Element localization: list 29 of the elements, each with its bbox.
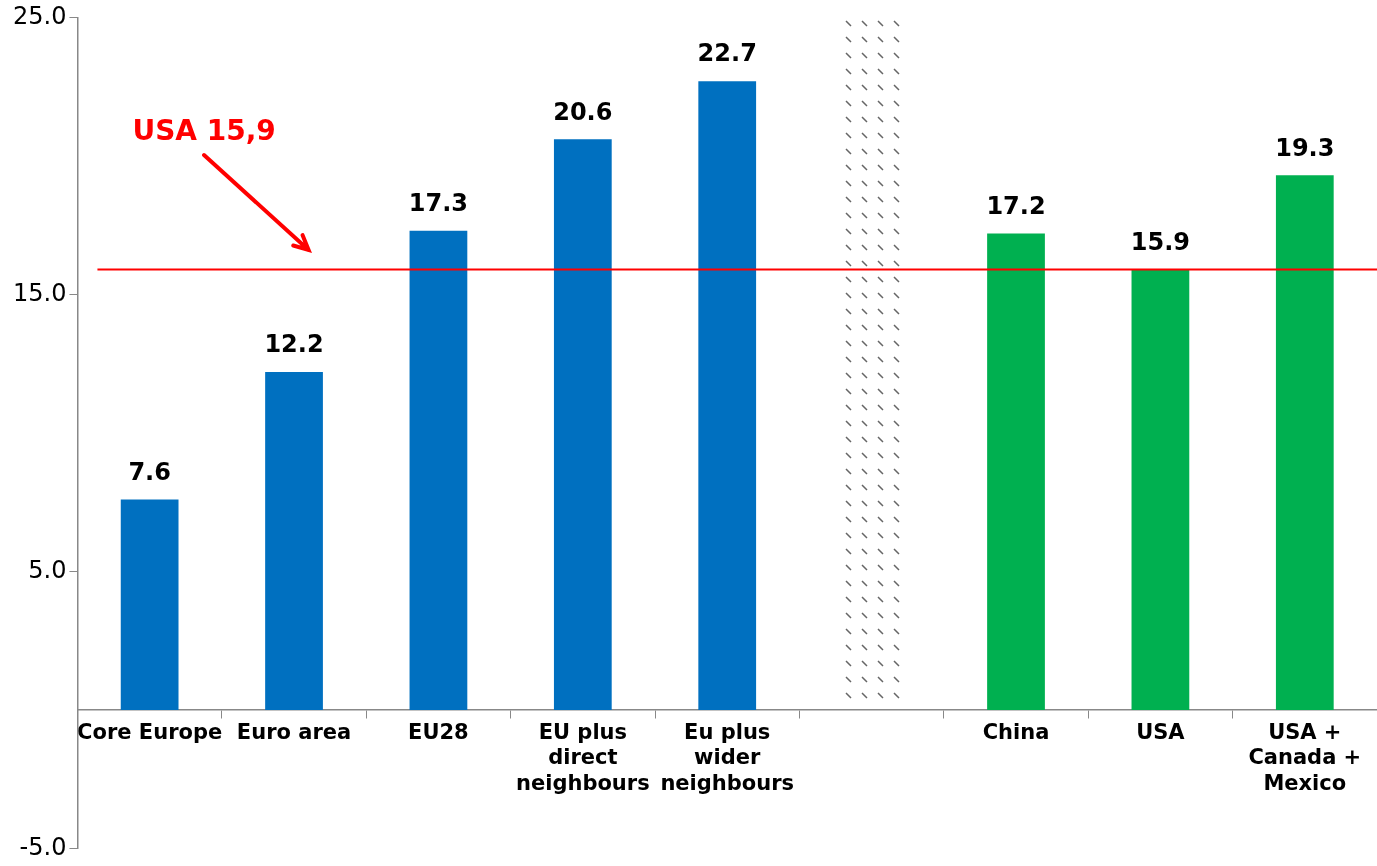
x-tick-label: EU plus direct neighbours xyxy=(516,720,650,795)
y-tick-label: 25.0 xyxy=(13,1,67,30)
x-tick-label: Eu plus wider neighbours xyxy=(660,720,795,795)
data-label: 12.2 xyxy=(264,330,324,359)
bar xyxy=(265,372,323,711)
data-label: 17.3 xyxy=(408,188,469,217)
bar xyxy=(1275,175,1334,711)
x-tick-label: USA xyxy=(1136,720,1186,745)
data-label: 17.2 xyxy=(986,191,1046,220)
data-label: 19.3 xyxy=(1275,133,1335,162)
y-tick-label: 15.0 xyxy=(13,278,67,307)
data-label: 15.9 xyxy=(1130,227,1191,256)
x-tick-label: USA + Canada + Mexico xyxy=(1248,720,1362,795)
x-tick-label: China xyxy=(982,720,1050,745)
data-label: 7.6 xyxy=(128,457,171,486)
bar xyxy=(698,81,757,711)
ref-line-label: USA 15,9 xyxy=(132,113,276,147)
x-tick-label: EU28 xyxy=(408,720,469,745)
bar xyxy=(553,139,612,711)
data-label: 22.7 xyxy=(697,39,757,68)
bar xyxy=(120,499,179,711)
y-tick-label: -5.0 xyxy=(19,832,67,861)
bar xyxy=(1131,269,1190,711)
bar xyxy=(987,233,1045,711)
bar xyxy=(409,230,468,711)
x-tick-label: Euro area xyxy=(236,720,352,745)
y-tick-label: 5.0 xyxy=(28,555,67,584)
x-tick-label: Core Europe xyxy=(77,720,223,745)
data-label: 20.6 xyxy=(553,97,613,126)
